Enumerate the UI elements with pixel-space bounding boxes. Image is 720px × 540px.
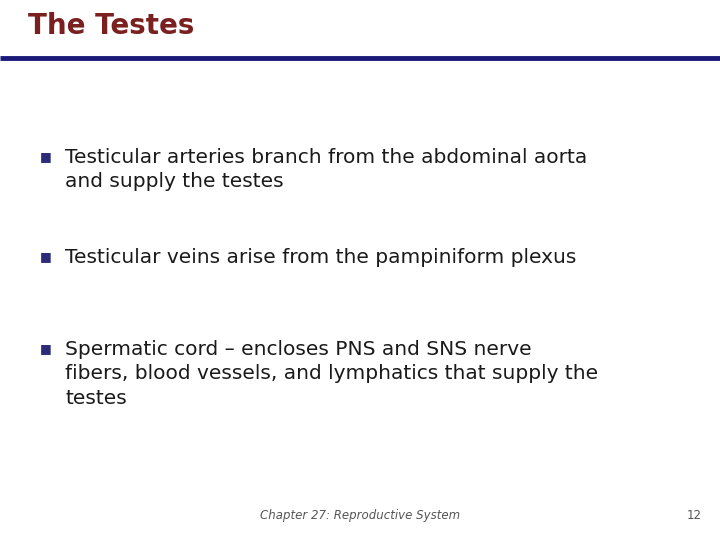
Text: ■: ■ [40,250,52,263]
Text: Testicular arteries branch from the abdominal aorta
and supply the testes: Testicular arteries branch from the abdo… [65,148,588,191]
Text: Chapter 27: Reproductive System: Chapter 27: Reproductive System [260,509,460,522]
Text: ■: ■ [40,150,52,163]
Text: Spermatic cord – encloses PNS and SNS nerve
fibers, blood vessels, and lymphatic: Spermatic cord – encloses PNS and SNS ne… [65,340,598,408]
Text: ■: ■ [40,342,52,355]
Text: The Testes: The Testes [28,12,194,40]
Text: Testicular veins arise from the pampiniform plexus: Testicular veins arise from the pampinif… [65,248,577,267]
Text: 12: 12 [687,509,702,522]
